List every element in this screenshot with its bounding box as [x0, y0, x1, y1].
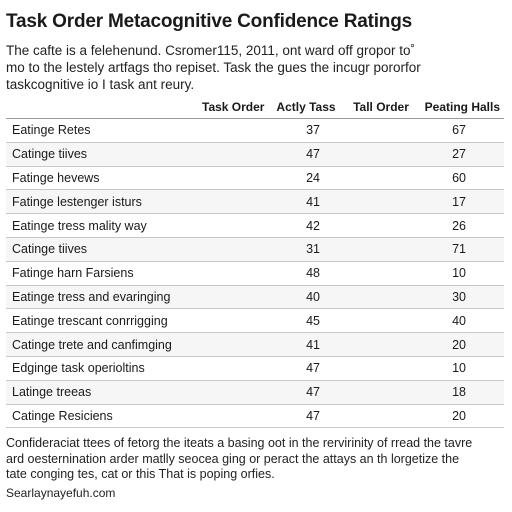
table-row: Eatinge tress and evaringing 40 30: [6, 285, 504, 310]
row-value-peating-halls: 26: [416, 213, 504, 238]
row-value-peating-halls: 20: [416, 332, 504, 357]
header-label: [6, 92, 202, 119]
intro-line: taskcognitive io I task ant reury.: [6, 77, 195, 92]
header-task-order: Task Order: [202, 92, 266, 119]
row-value-peating-halls: 10: [416, 356, 504, 381]
row-value-actly-tass: 31: [202, 237, 416, 262]
row-label: Catinge tiives: [6, 142, 202, 167]
table-row: Catinge trete and canfimging 41 20: [6, 332, 504, 357]
source-line: Searlaynayefuh.com: [6, 486, 116, 500]
row-label: Eatinge trescant conrrigging: [6, 308, 202, 334]
row-value-peating-halls: 40: [416, 308, 504, 334]
intro-line: The cafte is a felehenund. Csromer115, 2…: [6, 43, 415, 58]
row-value-actly-tass: 47: [202, 380, 416, 405]
footnote: Confideraciat ttees of fetorg the iteats…: [6, 436, 506, 483]
intro-paragraph: The cafte is a felehenund. Csromer115, 2…: [6, 42, 504, 93]
row-label: Eatinge tress mality way: [6, 213, 202, 238]
ratings-table: Task Order Actly Tass Tall Order Peating…: [6, 92, 504, 429]
header-tall-order: Tall Order: [346, 92, 416, 119]
row-label: Fatinge lestenger isturs: [6, 189, 202, 215]
row-value-peating-halls: 30: [416, 285, 504, 310]
table-row: Fatinge hevews 24 60: [6, 166, 504, 191]
row-label: Eatinge tress and evaringing: [6, 285, 202, 310]
header-peating-halls: Peating Halls: [416, 92, 504, 119]
page-title: Task Order Metacognitive Confidence Rati…: [6, 11, 412, 32]
row-label: Catinge trete and canfimging: [6, 332, 202, 357]
table-row: Latinge treeas 47 18: [6, 380, 504, 405]
row-value-actly-tass: 47: [202, 356, 416, 381]
table-row: Catinge Resiciens 47 20: [6, 404, 504, 429]
row-value-peating-halls: 27: [416, 142, 504, 167]
table-row: Fatinge harn Farsiens 48 10: [6, 261, 504, 286]
footnote-line: ard oesternination arder matlly seocea g…: [6, 451, 460, 466]
row-value-actly-tass: 47: [202, 142, 416, 167]
table-row: Eatinge tress mality way 42 26: [6, 213, 504, 238]
row-value-actly-tass: 45: [202, 308, 416, 334]
row-label: Edginge task operioltins: [6, 356, 202, 381]
row-value-peating-halls: 71: [416, 237, 504, 262]
table-row: Catinge tiives 31 71: [6, 237, 504, 262]
row-value-peating-halls: 67: [416, 118, 504, 143]
row-label: Fatinge hevews: [6, 166, 202, 191]
footnote-line: tate conging tes, cat or this That is po…: [6, 467, 275, 481]
footnote-line: Confideraciat ttees of fetorg the iteats…: [6, 436, 473, 450]
row-label: Fatinge harn Farsiens: [6, 261, 202, 286]
row-value-actly-tass: 42: [202, 213, 416, 238]
row-value-actly-tass: 37: [202, 118, 416, 143]
row-value-peating-halls: 20: [416, 404, 504, 429]
row-label: Catinge tiives: [6, 237, 202, 262]
row-label: Catinge Resiciens: [6, 404, 202, 429]
intro-line: mo to the lestely artfags tho repiset. T…: [6, 60, 421, 75]
table-row: Eatinge Retes 37 67: [6, 118, 504, 143]
row-value-actly-tass: 40: [202, 285, 416, 310]
table-header-row: Task Order Actly Tass Tall Order Peating…: [6, 92, 504, 119]
table-row: Edginge task operioltins 47 10: [6, 356, 504, 381]
row-value-peating-halls: 60: [416, 166, 504, 191]
row-value-actly-tass: 24: [202, 166, 416, 191]
row-value-actly-tass: 41: [202, 189, 416, 215]
table-row: Catinge tiives 47 27: [6, 142, 504, 167]
row-value-actly-tass: 41: [202, 332, 416, 357]
row-value-actly-tass: 48: [202, 261, 416, 286]
row-value-peating-halls: 17: [416, 189, 504, 215]
row-label: Eatinge Retes: [6, 118, 202, 143]
table-row: Eatinge trescant conrrigging 45 40: [6, 308, 504, 334]
row-value-peating-halls: 10: [416, 261, 504, 286]
row-label: Latinge treeas: [6, 380, 202, 405]
table-row: Fatinge lestenger isturs 41 17: [6, 189, 504, 215]
row-value-actly-tass: 47: [202, 404, 416, 429]
row-value-peating-halls: 18: [416, 380, 504, 405]
header-actly-tass: Actly Tass: [266, 92, 346, 119]
